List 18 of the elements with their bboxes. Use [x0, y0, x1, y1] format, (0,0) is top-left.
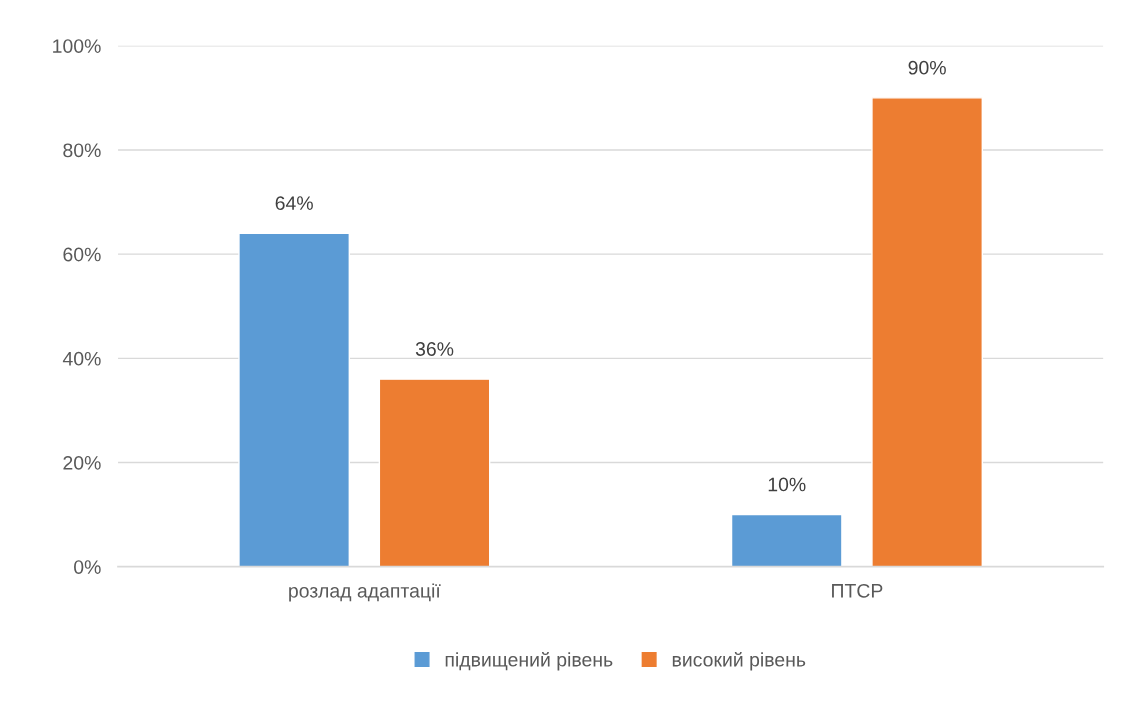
y-tick-label: 80% [63, 143, 101, 158]
legend-label: підвищений рівень [445, 651, 613, 671]
legend-label: високий рівень [672, 651, 806, 671]
y-tick-label: 40% [62, 351, 101, 366]
bar [871, 97, 983, 567]
bar [378, 378, 491, 567]
bar [238, 232, 351, 567]
x-tick-label: розлад адаптації [289, 583, 441, 602]
x-tick-label: ПТСР [832, 583, 883, 598]
data-label: 36% [415, 342, 454, 356]
data-label: 10% [768, 477, 806, 492]
bar [730, 513, 843, 567]
data-label: 90% [908, 60, 946, 75]
y-tick-label: 100% [53, 39, 101, 53]
y-tick-label: 20% [63, 456, 101, 470]
y-tick-label: 0% [74, 560, 101, 574]
data-label: 64% [275, 196, 313, 211]
y-tick-label: 60% [63, 247, 101, 262]
